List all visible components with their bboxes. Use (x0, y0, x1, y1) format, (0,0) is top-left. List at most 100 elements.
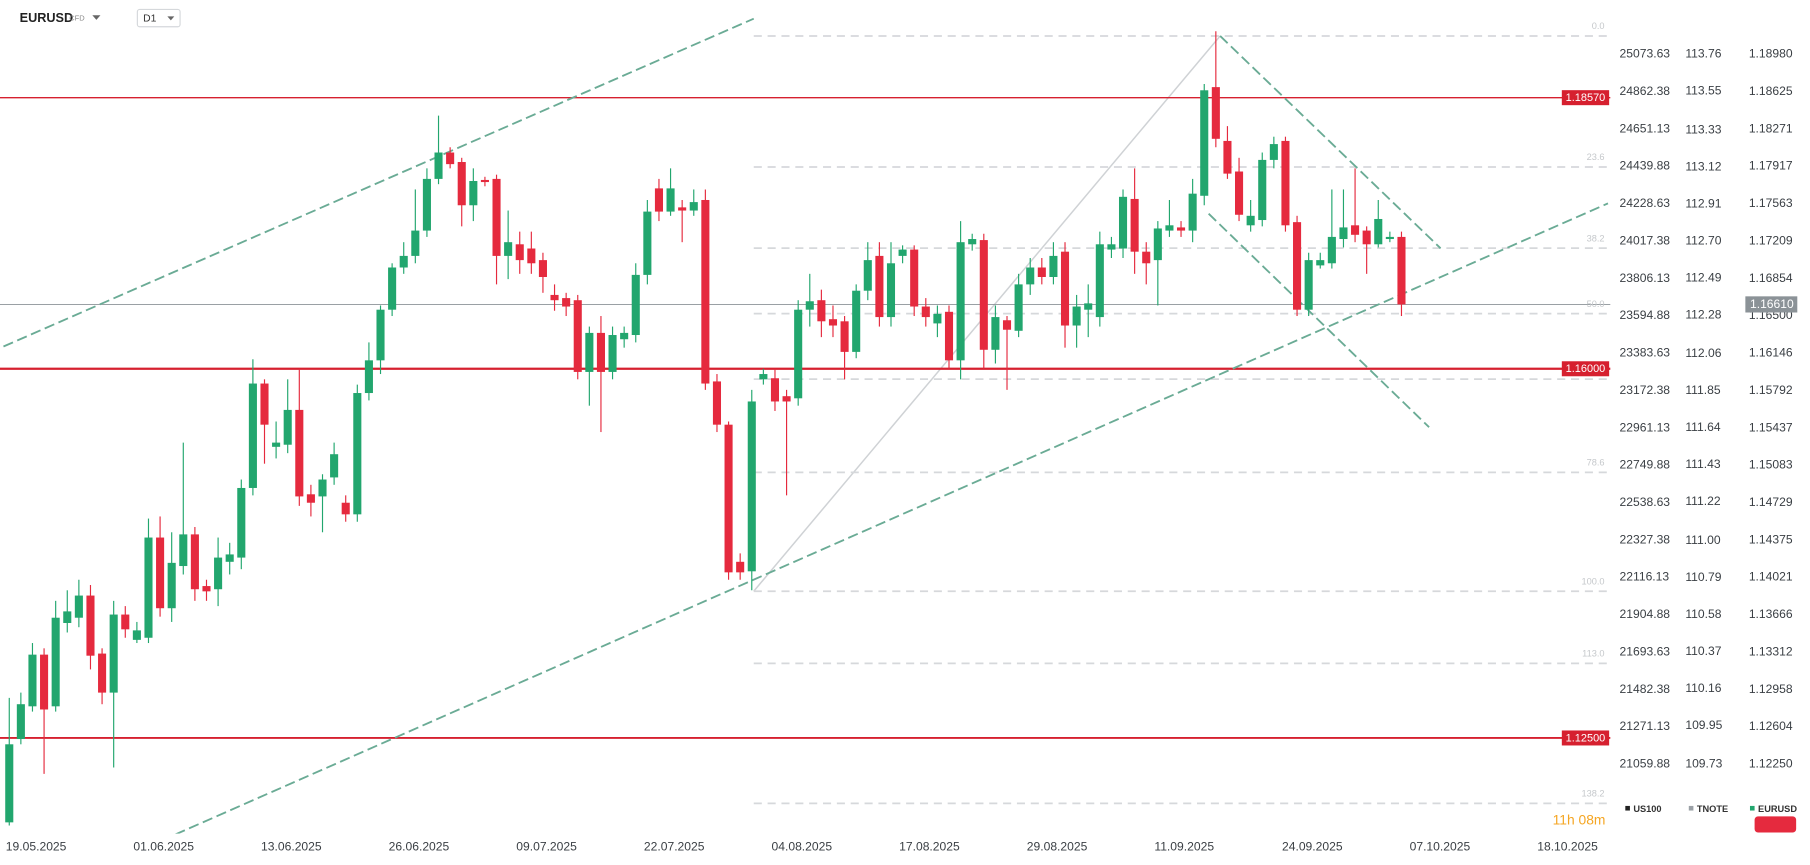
y-tick-label: 1.15083 (1749, 458, 1793, 472)
y2-tick-label: 111.00 (1685, 533, 1721, 547)
candle-body (202, 586, 211, 592)
y-tick-label: 1.17209 (1749, 233, 1793, 247)
y-tick-label: 1.18271 (1749, 121, 1793, 135)
candle-body (1060, 251, 1070, 326)
candle-body (272, 442, 281, 447)
y-tick-label: 1.15437 (1749, 420, 1793, 434)
y3-tick-label: 24228.63 (1620, 196, 1671, 210)
y-tick-label: 1.13312 (1749, 645, 1793, 659)
candle-body (411, 230, 420, 256)
candle-body (51, 617, 60, 707)
candle-body (364, 360, 373, 394)
candle-body (1397, 236, 1406, 305)
candle-body (573, 300, 582, 372)
y-tick-label: 1.12604 (1749, 719, 1793, 733)
level-tag (1561, 361, 1610, 377)
level-tag-label: 1.16000 (1566, 363, 1606, 375)
candle-body (747, 401, 756, 572)
candle-body (399, 255, 408, 268)
candle-body (515, 244, 524, 261)
candle-body (1153, 228, 1162, 261)
y2-tick-label: 110.16 (1685, 681, 1721, 695)
countdown: 11h 08m (1553, 812, 1606, 828)
candle-body (1165, 225, 1174, 231)
candle-body (1246, 215, 1255, 226)
fib-label: 38.2 (1587, 233, 1605, 243)
fib-label: 0.0 (1592, 21, 1605, 31)
candle-body (759, 374, 768, 380)
y3-tick-label: 22749.88 (1620, 458, 1671, 472)
legend-swatch (1749, 805, 1755, 811)
symbol-caret[interactable] (92, 15, 101, 20)
plot-area (0, 17, 1611, 834)
candle-body (956, 242, 965, 361)
trade-button[interactable] (1754, 816, 1797, 833)
candle-body (376, 309, 385, 361)
y2-tick-label: 111.22 (1685, 494, 1721, 508)
candle-body (666, 188, 675, 212)
candle-body (74, 595, 83, 618)
candle-body (330, 454, 339, 478)
y-tick-label: 1.16854 (1749, 271, 1793, 285)
y3-tick-label: 23594.88 (1620, 308, 1671, 322)
candle-body (295, 409, 304, 497)
fib-label: 50.0 (1587, 299, 1605, 309)
y2-tick-label: 113.76 (1685, 47, 1721, 61)
x-tick-label: 29.08.2025 (1027, 840, 1088, 854)
candle-body (156, 537, 165, 609)
candle-body (1107, 244, 1116, 250)
candle-body (225, 554, 234, 562)
y3-tick-label: 23806.13 (1620, 271, 1671, 285)
y2-tick-label: 110.58 (1685, 607, 1721, 621)
trendline (1219, 35, 1442, 249)
y3-tick-label: 21693.63 (1620, 644, 1671, 658)
candle-body (1095, 244, 1104, 318)
candle-body (504, 242, 513, 256)
y-tick-label: 1.14021 (1749, 570, 1793, 584)
y-tick-label: 1.18980 (1749, 47, 1793, 61)
x-tick-label: 07.10.2025 (1410, 840, 1471, 854)
y2-tick-label: 112.91 (1685, 196, 1721, 210)
candle-body (689, 202, 698, 211)
y3-tick-label: 24439.88 (1620, 159, 1671, 173)
candle-body (1200, 90, 1209, 196)
current-price-label: 1.16610 (1750, 297, 1794, 311)
candle-body (1176, 227, 1186, 231)
candle-body (585, 332, 594, 372)
timeframe-select[interactable] (136, 8, 181, 28)
candle-body (86, 595, 95, 656)
fib-label: 78.6 (1587, 458, 1605, 468)
candle-body (318, 479, 327, 497)
candle-body (701, 199, 710, 384)
level-tag (1561, 730, 1610, 746)
candle-body (1118, 196, 1128, 249)
x-tick-label: 26.06.2025 (389, 840, 450, 854)
y3-tick-label: 21059.88 (1620, 757, 1671, 771)
candle-body (863, 260, 872, 291)
candle-body (1339, 227, 1348, 240)
candle-body (1385, 236, 1394, 240)
x-tick-label: 18.10.2025 (1537, 840, 1598, 854)
legend-label: TNOTE (1697, 804, 1728, 814)
y3-tick-label: 24017.38 (1620, 233, 1671, 247)
y2-tick-label: 111.85 (1685, 383, 1721, 397)
y2-tick-label: 113.55 (1685, 84, 1721, 98)
candle-body (1362, 230, 1371, 245)
candle-body (968, 239, 977, 245)
level-tag (1561, 90, 1610, 106)
y3-tick-label: 24651.13 (1620, 121, 1671, 135)
candle-body (422, 178, 431, 231)
candle-body (28, 654, 37, 707)
candle-body (643, 211, 652, 275)
symbol[interactable]: EURUSD (20, 11, 74, 25)
candle-body (480, 179, 489, 183)
y-tick-label: 1.15792 (1749, 383, 1793, 397)
candle-body (1188, 193, 1197, 231)
candle-body (167, 562, 176, 609)
trendline (1208, 213, 1430, 428)
candle-body (1223, 140, 1232, 174)
candle-body (341, 502, 350, 515)
y3-tick-label: 21482.38 (1620, 682, 1671, 696)
candle-body (121, 614, 130, 630)
y2-tick-label: 110.37 (1685, 644, 1721, 658)
